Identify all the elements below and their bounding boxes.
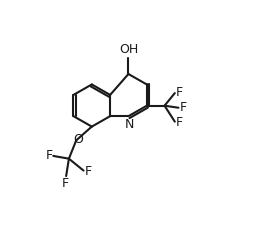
Text: F: F [176,115,183,129]
Text: F: F [62,177,69,190]
Text: F: F [84,165,92,178]
Text: F: F [179,101,187,114]
Text: OH: OH [119,43,138,56]
Text: O: O [73,134,83,146]
Text: F: F [176,86,183,99]
Text: F: F [45,149,52,162]
Text: N: N [124,118,134,131]
